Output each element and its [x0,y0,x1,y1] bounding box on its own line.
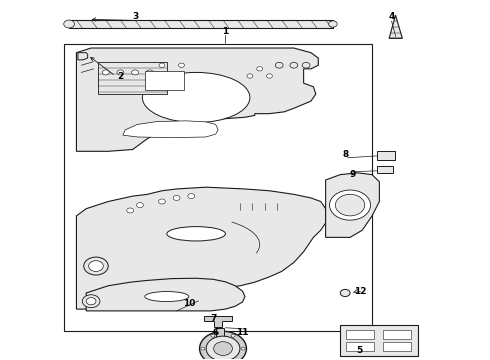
Circle shape [64,20,74,28]
Circle shape [231,334,235,337]
Text: 11: 11 [236,328,249,337]
Polygon shape [389,15,402,39]
Circle shape [290,62,298,68]
Circle shape [275,62,283,68]
Text: 3: 3 [132,12,138,21]
Circle shape [137,203,144,208]
Circle shape [211,334,215,337]
Circle shape [147,70,153,75]
Circle shape [206,336,240,360]
Polygon shape [78,53,88,60]
Polygon shape [76,187,326,309]
Circle shape [132,70,139,75]
Polygon shape [326,173,379,237]
Circle shape [159,199,165,204]
Text: 7: 7 [210,314,217,323]
Ellipse shape [143,72,250,123]
Bar [145,71,184,90]
Bar [216,328,224,338]
Text: 4: 4 [389,12,395,21]
Circle shape [102,70,109,75]
Circle shape [199,331,246,360]
Circle shape [84,257,108,275]
Text: 12: 12 [354,287,366,296]
Bar [346,330,374,339]
Circle shape [178,63,184,67]
Text: 9: 9 [349,170,356,179]
Circle shape [173,195,180,201]
Ellipse shape [167,226,225,241]
Polygon shape [86,278,245,311]
Bar [383,342,411,351]
Circle shape [117,70,124,75]
Bar [98,62,167,94]
Bar [340,325,418,356]
Polygon shape [123,121,218,138]
Circle shape [329,21,337,27]
Circle shape [340,289,350,297]
Circle shape [214,342,232,355]
Circle shape [247,74,253,78]
Bar [377,151,395,160]
Text: 8: 8 [342,150,348,159]
Text: 5: 5 [357,346,363,355]
Circle shape [302,62,310,68]
Bar [383,330,411,339]
Circle shape [127,208,134,213]
Bar [69,20,333,28]
Ellipse shape [145,292,189,302]
Text: 6: 6 [213,328,219,337]
Circle shape [267,74,272,78]
Bar [377,166,392,173]
Text: 2: 2 [117,72,123,81]
Circle shape [241,347,245,350]
Text: 1: 1 [222,27,228,36]
Circle shape [159,63,165,67]
Polygon shape [76,48,318,151]
Circle shape [330,190,370,220]
Text: 10: 10 [183,299,195,308]
Circle shape [257,67,263,71]
Circle shape [335,194,365,216]
Circle shape [82,295,100,308]
Circle shape [201,347,205,350]
Bar [346,342,374,351]
Circle shape [86,298,96,305]
Polygon shape [204,316,232,327]
Circle shape [188,194,195,199]
Circle shape [89,261,103,271]
Bar [64,44,372,330]
